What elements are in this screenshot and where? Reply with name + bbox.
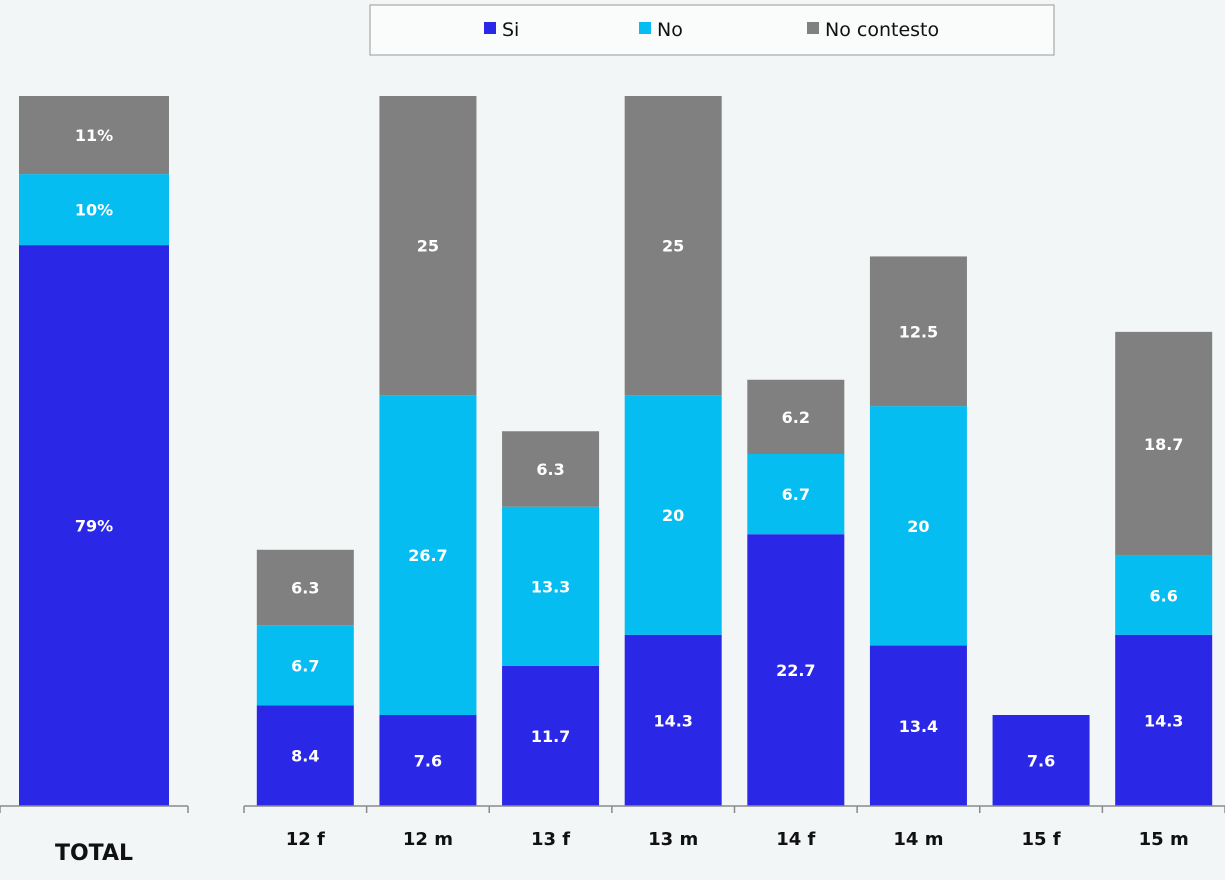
bar-12-f-si: [256, 705, 354, 806]
data-label-14-f-no: 6.7: [782, 485, 810, 504]
bar-13-m-no-contesto: [624, 96, 722, 396]
bar-14-f-no-contesto: [747, 379, 845, 454]
bar-14-m-si: [869, 645, 967, 806]
legend-label-si: Si: [502, 19, 519, 41]
category-label-15-f: 15 f: [1021, 829, 1060, 850]
data-label-13-m-no: 20: [662, 506, 684, 525]
legend-item-no: No: [639, 19, 683, 41]
data-label-total-no-contesto: 11%: [75, 126, 113, 145]
legend-label-no: No: [657, 19, 683, 41]
category-label-13-m: 13 m: [648, 829, 698, 850]
legend-item-si: Si: [484, 19, 519, 41]
data-label-total-no: 10%: [75, 201, 113, 220]
legend-item-no-contesto: No contesto: [807, 19, 939, 41]
data-label-15-f-si: 7.6: [1027, 752, 1055, 771]
bar-14-f-no: [747, 453, 845, 535]
data-label-13-m-no-contesto: 25: [662, 237, 684, 256]
data-label-12-m-si: 7.6: [414, 752, 442, 771]
legend-label-no-contesto: No contesto: [825, 19, 939, 41]
bars-layer: 79% 10% 11% 8.4 6.7 6.3 7.6 26.7 25 11.7 13.3 6.3 14…: [19, 96, 1213, 807]
data-label-12-m-no-contesto: 25: [417, 237, 439, 256]
data-label-12-m-no: 26.7: [408, 546, 447, 565]
bar-13-f-si: [502, 665, 600, 806]
bar-total-si: [19, 245, 169, 807]
bar-total-no: [19, 174, 169, 246]
category-label-13-f: 13 f: [531, 829, 570, 850]
category-label-14-f: 14 f: [776, 829, 815, 850]
data-label-13-m-si: 14.3: [653, 711, 692, 730]
bar-12-f-no-contesto: [256, 549, 354, 626]
bar-13-m-si: [624, 634, 722, 806]
bar-14-f-si: [747, 534, 845, 806]
bar-14-m-no: [869, 406, 967, 646]
data-label-14-m-si: 13.4: [899, 717, 938, 736]
data-label-15-m-si: 14.3: [1144, 711, 1183, 730]
category-label-total: TOTAL: [55, 841, 133, 866]
data-label-14-f-si: 22.7: [776, 661, 815, 680]
bar-12-m-no-contesto: [379, 96, 477, 396]
bar-15-m-no-contesto: [1115, 331, 1213, 556]
axis-layer: TOTAL 12 f 12 m 13 f 13 m 14 f 14 m 15 f 15 m: [0, 805, 1225, 866]
legend: Si No No contesto: [369, 4, 1055, 56]
data-label-12-f-si: 8.4: [291, 747, 319, 766]
bar-15-f-si: [992, 715, 1090, 806]
data-label-13-f-no-contesto: 6.3: [536, 460, 564, 479]
bar-15-m-si: [1115, 634, 1213, 806]
data-label-14-m-no-contesto: 12.5: [899, 322, 938, 341]
bar-12-f-no: [256, 625, 354, 706]
data-label-total-si: 79%: [75, 517, 113, 536]
data-label-12-f-no: 6.7: [291, 656, 319, 675]
data-label-14-m-no: 20: [907, 517, 929, 536]
data-label-15-m-no: 6.6: [1150, 586, 1178, 605]
data-label-13-f-si: 11.7: [531, 727, 570, 746]
bar-12-m-si: [379, 715, 477, 806]
data-label-15-m-no-contesto: 18.7: [1144, 435, 1183, 454]
category-label-12-m: 12 m: [403, 829, 453, 850]
bar-13-m-no: [624, 395, 722, 635]
category-label-15-m: 15 m: [1139, 829, 1189, 850]
bar-12-m-no: [379, 395, 477, 716]
legend-swatch-no: [639, 22, 651, 34]
legend-box: [369, 4, 1055, 56]
bar-13-f-no-contesto: [502, 431, 600, 507]
bar-14-m-no-contesto: [869, 256, 967, 407]
bar-15-m-no: [1115, 555, 1213, 635]
bar-total-no-contesto: [19, 96, 169, 175]
data-label-14-f-no-contesto: 6.2: [782, 408, 810, 427]
bar-13-f-no: [502, 506, 600, 666]
category-label-14-m: 14 m: [893, 829, 943, 850]
category-label-12-f: 12 f: [286, 829, 325, 850]
legend-swatch-si: [484, 22, 496, 34]
data-label-12-f-no-contesto: 6.3: [291, 578, 319, 597]
legend-swatch-no-contesto: [807, 22, 819, 34]
data-label-13-f-no: 13.3: [531, 577, 570, 596]
